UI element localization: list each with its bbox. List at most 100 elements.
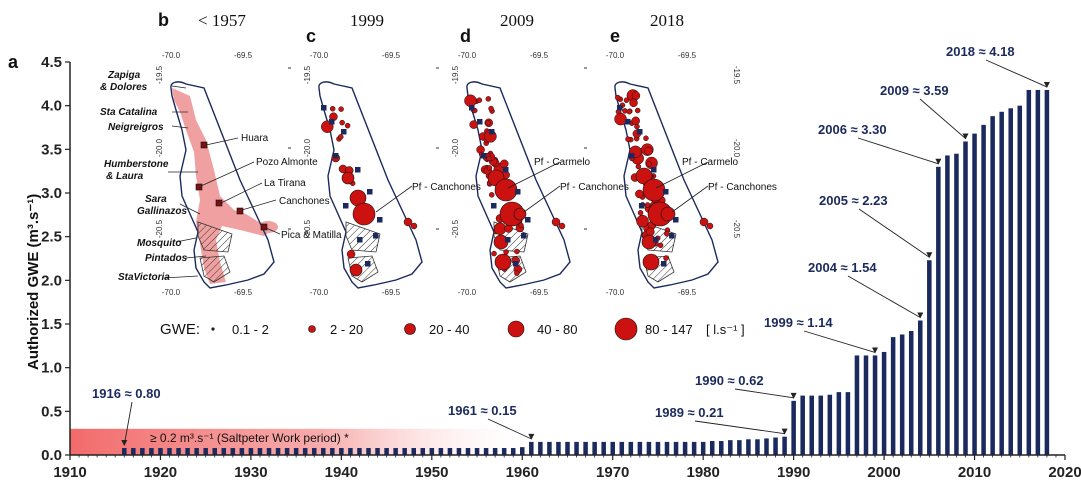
well-field-leader bbox=[523, 185, 561, 213]
well-marker bbox=[486, 165, 493, 171]
panel-letter-d: d bbox=[460, 26, 471, 46]
well-marker bbox=[663, 255, 669, 261]
bar-1985 bbox=[746, 439, 751, 455]
bar-1933 bbox=[275, 448, 281, 455]
y-axis-label: Authorized GWE (m³.s⁻¹) bbox=[25, 194, 42, 370]
panel-letter-b: b bbox=[158, 10, 169, 30]
bar-1929 bbox=[239, 448, 245, 455]
well-marker bbox=[518, 222, 524, 229]
bar-1919 bbox=[149, 448, 154, 455]
pf-carmelo-label-e: Pf - Carmelo bbox=[682, 157, 739, 168]
place-leader bbox=[265, 227, 281, 235]
well-marker-large bbox=[352, 202, 376, 226]
legend-title: GWE: bbox=[160, 321, 200, 338]
well-marker bbox=[488, 105, 494, 112]
well-marker bbox=[634, 107, 641, 114]
annotation-arrowhead bbox=[121, 440, 128, 447]
bar-1956 bbox=[483, 448, 489, 455]
well-marker-large bbox=[513, 207, 527, 221]
bar-1938 bbox=[321, 448, 326, 455]
bar-1954 bbox=[465, 448, 471, 455]
well-marker bbox=[634, 123, 640, 130]
bar-1984 bbox=[737, 440, 742, 455]
salt-pan-area bbox=[172, 88, 272, 284]
well-field-square bbox=[513, 261, 519, 267]
panel-letter-c: c bbox=[306, 26, 316, 46]
aquifer-outline bbox=[318, 81, 423, 289]
well-field-square bbox=[321, 105, 327, 111]
bar-1945 bbox=[384, 448, 389, 455]
bar-1976 bbox=[664, 441, 670, 455]
bar-1950 bbox=[429, 448, 435, 455]
bar-2009 bbox=[963, 141, 968, 455]
bar-1948 bbox=[411, 448, 416, 455]
bar-1949 bbox=[420, 448, 426, 455]
bar-1928 bbox=[230, 448, 236, 455]
annotation-leader bbox=[487, 418, 532, 440]
saltpeter-label: ≥ 0.2 m³.s⁻¹ (Saltpeter Work period) * bbox=[150, 431, 349, 445]
well-field-square bbox=[661, 261, 667, 267]
annotation-label: 2009 ≈ 3.59 bbox=[880, 83, 949, 98]
well-marker-large bbox=[642, 253, 660, 271]
bar-1998 bbox=[863, 355, 869, 455]
annotation-label: 1916 ≈ 0.80 bbox=[92, 386, 161, 401]
x-tick-label: 2000 bbox=[867, 464, 900, 481]
bar-1947 bbox=[402, 448, 407, 455]
place-leader bbox=[163, 275, 199, 279]
bar-1932 bbox=[266, 448, 272, 455]
well-marker bbox=[646, 161, 652, 167]
annotation-leader bbox=[858, 208, 930, 258]
y-tick-label: 3.5 bbox=[41, 141, 62, 158]
well-marker bbox=[626, 108, 633, 115]
map-panel-d: -70.0 -69.5 -70.0 -69.5 -19.5 -20.0 -20.5 bbox=[436, 51, 571, 297]
pica-well-marker bbox=[551, 217, 561, 227]
legend-marker-1 bbox=[211, 327, 215, 331]
well-field-square bbox=[343, 203, 349, 209]
bar-2011 bbox=[981, 124, 986, 455]
annotation-leader bbox=[919, 98, 966, 139]
bar-1916 bbox=[122, 448, 127, 455]
bar-2010 bbox=[972, 133, 977, 455]
well-field-square bbox=[377, 217, 383, 223]
lat-tick-label: -20.0 bbox=[451, 138, 460, 157]
annotation-arrowhead bbox=[781, 428, 788, 435]
lon-tick-label: -70.0 bbox=[606, 288, 625, 297]
well-marker bbox=[631, 116, 640, 126]
lon-tick-label: -69.5 bbox=[234, 288, 253, 297]
well-marker bbox=[631, 91, 641, 100]
bar-1996 bbox=[845, 392, 851, 455]
well-field-leader bbox=[671, 185, 709, 213]
annotation-label: 2018 ≈ 4.18 bbox=[946, 44, 1015, 59]
well-field-square bbox=[489, 129, 495, 135]
y-tick-label: 0.5 bbox=[41, 403, 62, 420]
place-zapiga: Zapiga bbox=[107, 70, 141, 81]
bar-2008 bbox=[954, 153, 959, 455]
well-field-leader bbox=[375, 185, 413, 213]
well-field-square bbox=[515, 189, 521, 195]
place-huara: Huara bbox=[241, 133, 269, 144]
place-sta-victoria: StaVictoria bbox=[118, 272, 170, 283]
lon-tick-label: -70.0 bbox=[162, 288, 181, 297]
legend-class-5: 80 - 147 bbox=[645, 322, 693, 337]
well-marker bbox=[488, 192, 495, 198]
well-marker bbox=[657, 242, 664, 249]
place-leader bbox=[185, 255, 207, 259]
inset-maps: b < 1957 c 1999 d 2009 e 2018 -70.0 -69.5… bbox=[100, 10, 777, 341]
well-field-square bbox=[669, 233, 675, 239]
well-marker bbox=[623, 97, 630, 103]
place-pozo-almonte: Pozo Almonte bbox=[256, 157, 318, 168]
bar-2002 bbox=[899, 334, 905, 455]
lon-tick-label: -70.0 bbox=[310, 51, 329, 60]
bar-2015 bbox=[1017, 105, 1023, 456]
well-marker bbox=[339, 119, 345, 126]
lon-tick-label: -70.0 bbox=[458, 51, 477, 60]
well-field-square bbox=[333, 153, 339, 159]
locality-marker bbox=[215, 199, 223, 207]
panel-label-a: a bbox=[8, 52, 19, 72]
x-tick-label: 1980 bbox=[686, 464, 719, 481]
lat-tick-label: -20.0 bbox=[303, 138, 312, 157]
well-marker bbox=[329, 106, 336, 112]
bar-1921 bbox=[167, 448, 172, 455]
bar-1986 bbox=[755, 439, 760, 455]
well-marker bbox=[503, 249, 509, 255]
